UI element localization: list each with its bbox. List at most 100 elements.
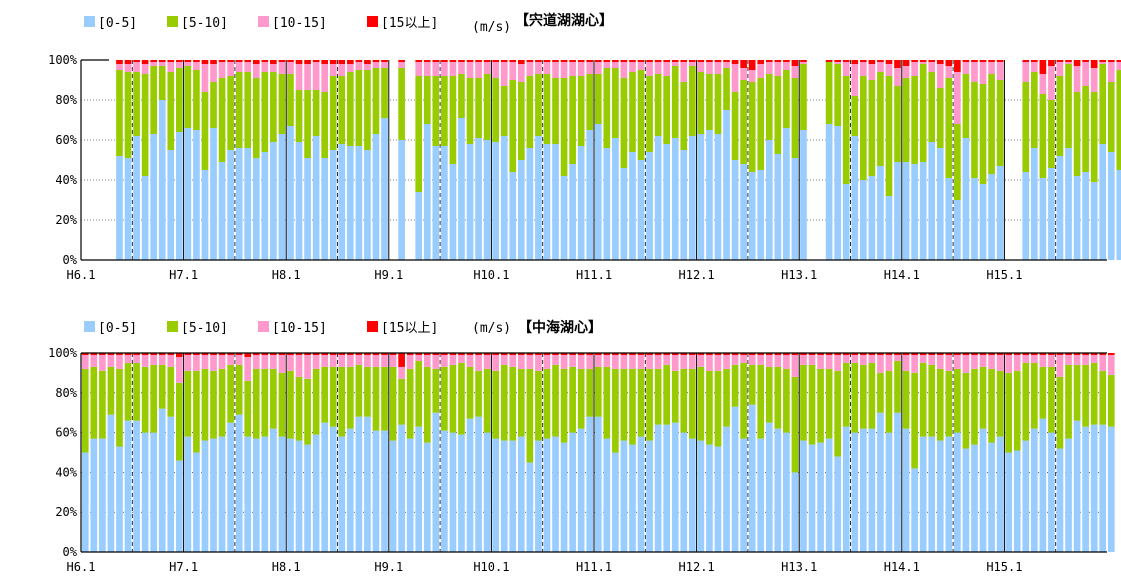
bar-segment-4 [1073,60,1081,66]
bar-segment-1 [116,446,123,552]
bar-segment-4 [791,60,799,66]
bar-segment-3 [543,62,551,74]
bar-segment-3 [594,354,602,367]
bar-segment-3 [287,62,294,74]
bar-segment-4 [629,60,636,62]
bar-segment-1 [945,436,953,552]
bar-segment-4 [124,353,132,355]
legend: [0-5] [5-10] [10-15] [15以上] (m/s) 【宍道湖湖心】 [84,12,613,35]
legend-swatch-1 [84,321,95,332]
bar-segment-3 [458,62,465,74]
bar-segment-2 [936,88,944,148]
bar-segment-1 [398,140,405,260]
bar-segment-4 [270,60,277,64]
bar-segment-3 [175,356,183,383]
bar-segment-4 [90,353,98,355]
bar-segment-3 [1099,62,1107,64]
bar-segment-3 [706,354,713,371]
bar-segment-4 [842,60,850,62]
bar-segment-3 [218,62,226,78]
bar-segment-4 [808,353,816,355]
bar-segment-1 [586,416,594,552]
bar-segment-4 [312,60,320,62]
bar-segment-1 [680,432,688,552]
bar-segment-2 [603,68,611,148]
bar-segment-2 [851,362,859,433]
bar-segment-4 [740,353,747,355]
bar-segment-4 [227,353,234,355]
y-tick-label: 0% [63,545,78,559]
bar-segment-2 [586,74,594,130]
bar-segment-4 [1022,353,1030,355]
y-tick-label: 0% [63,253,78,267]
legend-label-1: [0-5] [98,16,137,31]
bar-segment-4 [483,353,491,355]
bar-segment-4 [731,60,739,64]
bar-segment-3 [278,62,286,74]
bar-segment-3 [919,354,927,363]
bar-segment-1 [1056,156,1064,260]
bar-segment-4 [560,353,568,355]
bar-segment-2 [355,364,363,417]
bar-segment-3 [988,62,995,74]
bar-segment-2 [1082,86,1089,172]
bar-segment-3 [868,64,876,80]
bar-segment-4 [210,353,217,355]
bar-segment-1 [842,184,850,260]
bar-segment-1 [312,434,320,552]
bar-segment-2 [1048,366,1055,433]
bar-segment-4 [338,353,346,355]
bar-segment-2 [757,78,765,170]
bar-segment-2 [321,366,329,423]
bar-segment-3 [620,62,628,78]
bar-segment-2 [569,366,576,433]
bar-segment-1 [90,438,98,552]
bar-segment-1 [1065,148,1072,260]
bar-segment-3 [945,66,953,78]
bar-segment-3 [671,62,679,66]
bar-segment-1 [261,436,269,552]
legend-label-4: [15以上] [381,16,438,31]
bar-segment-3 [560,354,568,369]
bar-segment-1 [936,148,944,260]
bar-segment-2 [466,78,474,144]
bar-segment-1 [381,118,388,260]
bar-segment-1 [227,422,234,552]
bar-segment-4 [834,353,842,355]
bar-segment-4 [620,60,628,62]
bar-segment-4 [150,353,158,355]
bar-segment-4 [295,353,303,355]
bar-segment-3 [800,62,807,64]
bar-segment-3 [150,62,158,66]
bar-segment-2 [278,74,286,134]
bar-segment-4 [680,60,688,62]
bar-segment-4 [748,353,756,355]
bar-segment-4 [740,60,747,68]
x-tick-label: H7.1 [169,268,198,282]
bar-segment-4 [825,353,833,355]
bar-segment-2 [688,66,696,136]
bar-segment-2 [1022,82,1030,172]
bar-segment-3 [218,354,226,369]
bar-segment-1 [116,156,123,260]
bar-segment-4 [594,60,602,62]
bar-segment-3 [210,354,217,371]
bar-segment-1 [646,152,653,260]
bar-segment-3 [714,354,722,371]
bar-segment-4 [859,60,867,62]
bar-segment-1 [748,172,756,260]
bar-segment-4 [885,60,893,64]
x-tick-label: H6.1 [67,268,96,282]
x-tick-label: H14.1 [884,268,920,282]
bar-segment-3 [261,62,269,72]
bar-segment-2 [458,74,465,118]
bar-segment-2 [748,364,756,405]
bar-segment-3 [688,354,696,369]
bar-segment-3 [680,354,688,369]
bar-segment-1 [851,136,859,260]
bar-segment-3 [1073,66,1081,92]
x-tick-label: H8.1 [272,268,301,282]
bar-segment-1 [560,176,568,260]
bar-segment-3 [449,62,457,76]
bar-segment-3 [945,354,953,371]
